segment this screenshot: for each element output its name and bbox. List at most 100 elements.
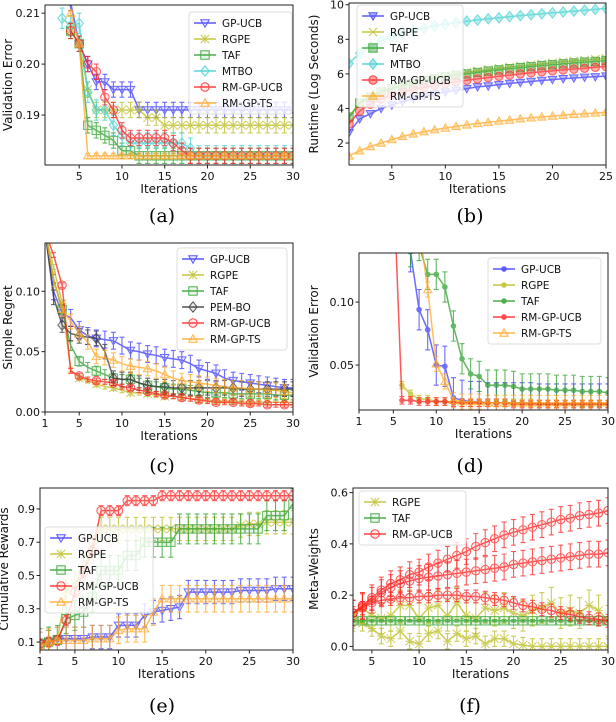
series-rm-gp-ts <box>46 243 293 401</box>
data-point <box>226 593 237 603</box>
data-point <box>157 490 167 501</box>
data-point <box>43 636 54 646</box>
data-point <box>517 397 528 407</box>
data-point <box>452 598 462 608</box>
data-point <box>442 398 448 405</box>
legend-label: TAF <box>209 286 229 298</box>
error-bar <box>136 387 142 394</box>
error-bar <box>142 495 148 507</box>
data-point <box>480 564 490 575</box>
data-point <box>494 11 504 24</box>
data-point <box>537 60 547 71</box>
data-point <box>279 593 290 603</box>
data-point <box>210 150 222 160</box>
error-bar <box>211 490 217 502</box>
error-bar <box>238 513 244 545</box>
error-bar <box>605 539 608 567</box>
data-point <box>139 495 150 506</box>
error-bar <box>102 349 108 366</box>
legend: GP-UCB RGPE TAF PEM-BO RM-GP-UCB RM-GP-TS <box>176 247 288 351</box>
data-point <box>134 105 144 115</box>
error-bar <box>220 490 226 502</box>
error-bar <box>353 606 356 621</box>
data-point <box>386 594 396 604</box>
error-bar <box>102 89 108 106</box>
legend-label: PEM-BO <box>210 302 251 314</box>
data-point <box>209 490 220 501</box>
error-bar <box>290 576 293 601</box>
data-point <box>461 119 472 129</box>
error-bar <box>102 127 108 144</box>
error-bar <box>107 505 113 517</box>
legend-item <box>493 314 515 320</box>
data-point <box>193 150 204 160</box>
error-bar <box>605 613 608 628</box>
data-point <box>569 5 579 18</box>
error-bar <box>256 152 262 159</box>
data-point <box>590 107 601 117</box>
error-bar <box>153 390 159 397</box>
data-point <box>253 593 264 603</box>
data-point <box>65 26 76 36</box>
error-bar <box>85 55 91 73</box>
data-point <box>508 397 519 407</box>
legend-label: GP-UCB <box>210 254 250 266</box>
data-point <box>484 382 491 388</box>
data-point <box>465 396 476 406</box>
error-bar <box>264 490 270 502</box>
legend-item <box>362 90 384 100</box>
data-point <box>209 524 220 534</box>
legend-item <box>182 270 204 280</box>
data-point <box>78 635 89 645</box>
data-point <box>527 641 537 650</box>
legend-item <box>182 255 204 265</box>
x-tick-label: 25 <box>554 655 568 668</box>
data-point <box>404 576 415 586</box>
error-bar <box>72 626 78 650</box>
data-point <box>91 375 102 386</box>
data-point <box>367 616 377 626</box>
x-tick-label: 5 <box>71 655 78 668</box>
data-point <box>218 593 229 603</box>
error-bar <box>194 584 200 613</box>
error-bar <box>40 631 43 650</box>
x-tick-label: 25 <box>243 417 257 430</box>
data-point <box>91 150 102 160</box>
data-point <box>471 631 481 641</box>
data-point <box>142 133 153 143</box>
x-tick-label: 20 <box>545 170 559 183</box>
data-point <box>165 593 176 603</box>
data-point <box>545 386 551 392</box>
data-point <box>565 551 575 562</box>
error-bar <box>102 378 108 385</box>
y-tick-label: 4 <box>337 102 344 115</box>
data-point <box>253 150 264 160</box>
data-point <box>218 524 228 534</box>
data-point <box>245 120 255 130</box>
error-bar <box>179 152 185 159</box>
error-bar <box>596 540 602 568</box>
legend-marker <box>501 266 507 272</box>
data-point <box>556 553 566 563</box>
data-point <box>357 603 368 613</box>
plot-area <box>43 222 293 410</box>
error-bar <box>150 495 156 507</box>
data-point <box>556 514 566 525</box>
data-point <box>489 616 500 626</box>
panel-caption: (f) <box>459 695 481 717</box>
error-bar <box>43 222 48 239</box>
error-bar <box>93 377 99 384</box>
data-point <box>96 505 106 516</box>
data-point <box>159 380 170 393</box>
error-bar <box>43 229 48 234</box>
error-bar <box>605 497 608 524</box>
data-point <box>448 395 459 405</box>
error-bar <box>124 614 130 643</box>
data-point <box>202 120 213 130</box>
x-tick-label: 25 <box>242 655 256 668</box>
data-point <box>569 64 579 74</box>
data-point <box>504 70 515 80</box>
legend-item <box>194 97 216 107</box>
error-bar <box>256 381 262 397</box>
error-bar <box>273 152 279 159</box>
